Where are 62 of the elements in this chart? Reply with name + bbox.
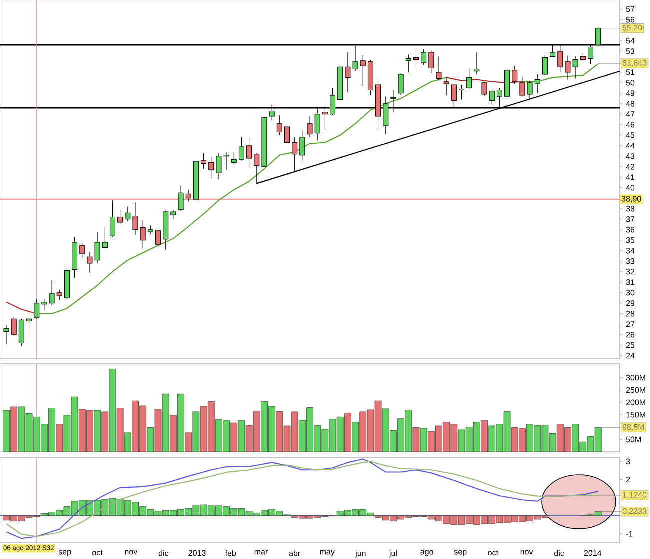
y-tick-label: 42 [626,164,635,170]
y-tick-label: 57 [626,6,635,12]
y-tick-label: 46 [626,122,635,128]
x-tick-label: oct [488,550,498,556]
y-tick-label: 54 [626,38,635,44]
annotation: 1,1240 [623,492,647,499]
y-tick-label: 51 [626,70,635,76]
y-tick-label: 49 [626,90,635,96]
y-tick-label: 40 [626,185,635,191]
y-tick-label: 38 [626,206,635,212]
y-tick-label: 35 [626,238,635,244]
x-tick-label: sep [454,550,467,556]
y-tick-label: 150M [626,412,646,418]
y-tick-label: 56 [626,17,635,23]
y-tick-label: 200M [626,400,646,406]
x-tick-label: 2014 [584,550,602,556]
x-tick-label: ago [420,550,434,556]
annotation: 98,5M [622,424,644,431]
annotation: 51,843 [622,60,647,67]
y-tick-label: 50M [626,436,641,442]
y-tick-label: 33 [626,258,635,264]
y-tick-label: 50 [626,80,635,86]
y-tick-label: 250M [626,387,646,394]
y-tick-label: 26 [626,332,635,338]
y-tick-label: 45 [626,132,635,138]
y-tick-label: 32 [626,269,635,275]
y-tick-label: 25 [626,342,635,348]
y-tick-label: 44 [626,143,635,149]
y-tick-label: 29 [626,300,635,306]
y-tick-label: 48 [626,101,635,107]
y-tick-label: 30 [626,290,635,296]
annotation: 0,2233 [622,508,647,516]
x-tick-label: mar [254,550,268,555]
x-tick-label: nov [520,550,534,555]
y-tick-label: -1 [626,531,633,537]
x-tick-label: jun [355,550,366,558]
y-tick-label: 37 [626,216,635,222]
x-tick-label: nov [125,550,138,555]
x-tick-label: oct [92,550,103,556]
y-tick-label: 47 [626,112,635,118]
y-tick-label: 31 [626,280,635,286]
y-tick-label: 3 [626,458,630,464]
y-tick-label: 36 [626,227,635,233]
y-tick-label: 27 [626,322,635,328]
y-tick-label: 300M [626,375,646,381]
y-tick-label: 2 [626,476,630,482]
y-tick-label: 34 [626,248,635,254]
ref-line-label: 38,90 [622,196,642,203]
annotation: 55,20 [622,25,642,32]
x-tick-label: feb [225,550,236,556]
y-tick-label: 41 [626,174,635,180]
x-tick-label: jul [389,550,397,558]
x-tick-label: may [320,550,335,556]
x-tick-label: sep [58,550,72,556]
y-tick-label: 43 [626,154,635,160]
y-tick-label: 53 [626,48,635,54]
y-tick-label: 28 [626,311,635,317]
x-tick-label: 2013 [188,550,206,556]
x-tick-label: abr [289,550,300,556]
x-tick-label: dic [554,550,564,556]
y-tick-label: 24 [626,353,635,359]
x-tick-label: dic [158,550,169,556]
